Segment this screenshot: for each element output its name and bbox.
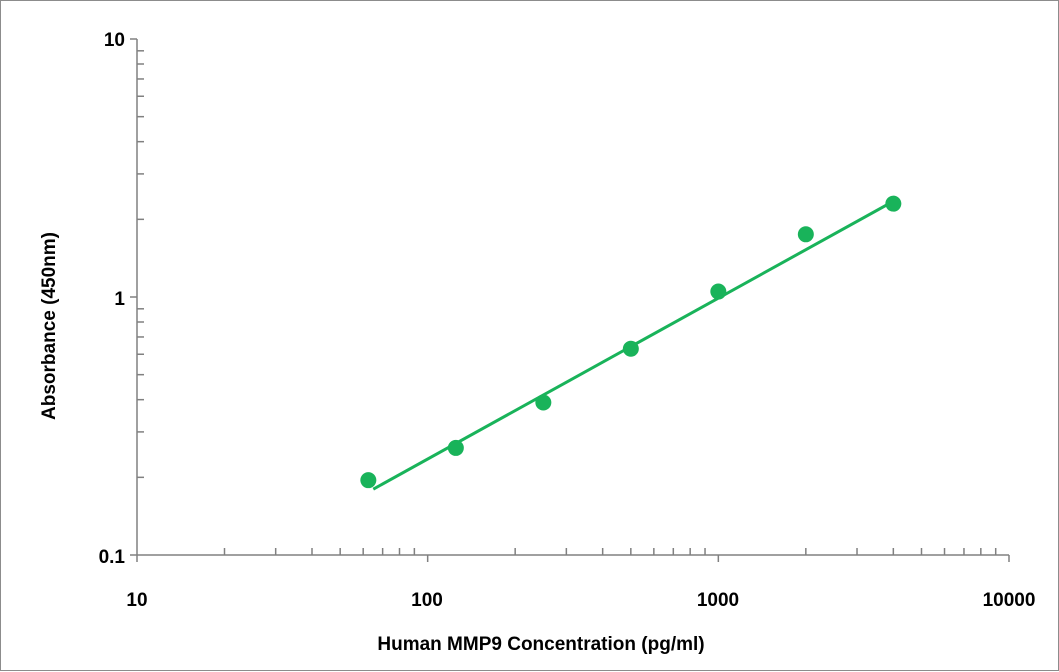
minor-ticks [137,50,997,555]
y-axis-title: Absorbance (450nm) [39,232,60,420]
y-tick-label-0p1: 0.1 [99,547,126,568]
y-tick-label-1: 1 [114,289,125,310]
data-point [797,226,814,243]
data-point [447,439,464,456]
data-point [885,195,902,212]
data-points [360,195,902,489]
x-tick-label-10000: 10000 [983,590,1036,611]
x-tick-label-10: 10 [126,590,147,611]
y-major-ticks [130,38,137,556]
data-point [535,394,552,411]
x-axis-title: Human MMP9 Concentration (pg/ml) [377,634,704,655]
data-point [622,340,639,357]
data-point [360,472,377,489]
x-tick-label-100: 100 [411,590,443,611]
y-tick-label-10: 10 [104,30,125,51]
x-major-ticks [136,555,1010,562]
x-tick-label-1000: 1000 [697,590,739,611]
data-point [710,283,727,300]
